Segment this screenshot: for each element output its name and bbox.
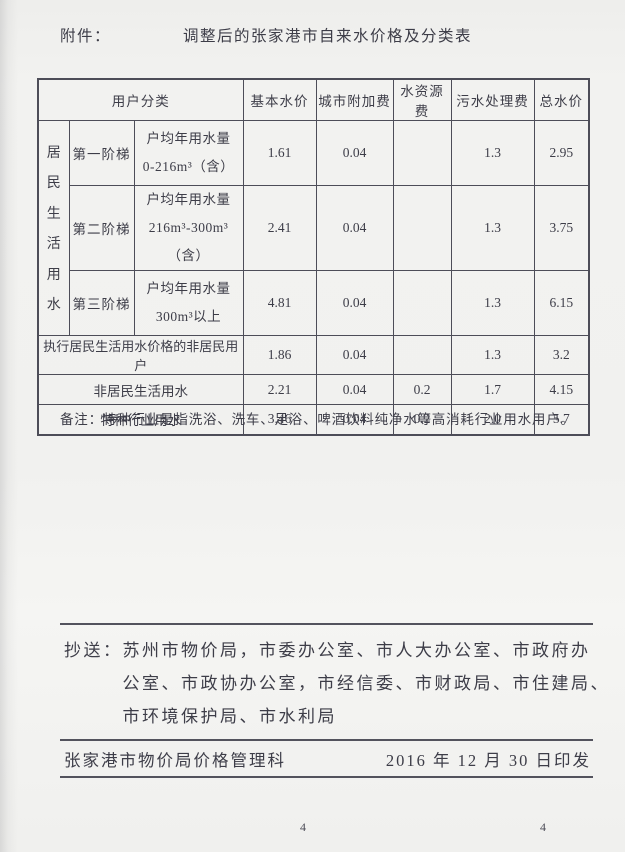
tier3-usage: 户均年用水量 300m³以上 [133,270,244,336]
row-sewage-fee: 1.7 [450,374,535,405]
cc-label: 抄送： [64,641,123,660]
issuer-row: 张家港市物价局价格管理科 2016 年 12 月 30 日印发 [60,741,593,776]
row-total: 3.2 [533,335,590,375]
table-row-tier1: 居 民 生 活 用 水 第一阶梯 户均年用水量 0-216m³（含） 1.61 … [37,120,590,336]
header-total-price: 总水价 [533,78,590,121]
tier3-resource-fee [392,270,452,336]
page-title: 调整后的张家港市自来水价格及分类表 [183,28,473,45]
row-resource-fee: 0.2 [392,374,452,405]
tier1-city-surcharge: 0.04 [315,120,394,186]
document-heading: 附件： 调整后的张家港市自来水价格及分类表 [60,24,472,46]
resident-group-cell: 居 民 生 活 用 水 [37,120,70,336]
table-row-nonresident: 非居民生活用水 2.21 0.04 0.2 1.7 4.15 [37,374,590,405]
header-city-surcharge: 城市附加费 [315,78,394,121]
attachment-label: 附件： [60,28,112,45]
header-resource-fee: 水资源费 [392,78,452,121]
row-basic: 3.46 [242,404,317,435]
cc-recipients: 苏州市物价局，市委办公室、市人大办公室、市政府办 公室、市政协办公室，市经信委、… [122,641,610,726]
issue-date: 2016 年 12 月 30 日印发 [385,750,591,770]
tier1-resource-fee [392,120,452,186]
colophon-block: 抄送： 苏州市物价局，市委办公室、市人大办公室、市政府办 公室、市政协办公室，市… [60,623,608,778]
cc-section: 抄送： 苏州市物价局，市委办公室、市人大办公室、市政府办 公室、市政协办公室，市… [60,625,608,739]
row-total: 5.7 [533,404,590,435]
tier1-sewage-fee: 1.3 [450,120,535,186]
header-user-category: 用户分类 [37,78,244,121]
row-sewage-fee: 1.3 [450,335,535,375]
page-number: 4 [540,820,546,834]
table-row-tier3: 第三阶梯 户均年用水量 300m³以上 4.81 0.04 1.3 6.15 [38,270,590,336]
tier1-label: 第一阶梯 [68,120,135,186]
table-row-nonresident-at-resident-price: 执行居民生活用水价格的非居民用户 1.86 0.04 1.3 3.2 [37,335,590,375]
tier2-city-surcharge: 0.04 [315,185,394,271]
tier3-label: 第三阶梯 [68,270,135,336]
row-total: 4.15 [533,374,590,405]
tier3-city-surcharge: 0.04 [315,270,394,336]
row-resource-fee [392,335,452,375]
tier2-total: 3.75 [533,185,590,271]
tier1-basic: 1.61 [242,120,317,186]
water-price-table: 用户分类 基本水价 城市附加费 水资源费 污水处理费 总水价 居 民 生 活 用… [37,78,591,436]
divider-middle [60,739,593,741]
resident-group-label: 居 民 生 活 用 水 [46,146,61,313]
tier3-sewage-fee: 1.3 [450,270,535,336]
tier3-basic: 4.81 [242,270,317,336]
row-label: 非居民生活用水 [37,374,244,405]
tier1-usage: 户均年用水量 0-216m³（含） [133,120,244,186]
tier2-usage: 户均年用水量 216m³-300m³（含） [133,185,244,271]
tier1-total: 2.95 [533,120,590,186]
tier2-resource-fee [392,185,452,271]
row-basic: 1.86 [242,335,317,375]
issuer-name: 张家港市物价局价格管理科 [64,750,286,770]
row-label: 特种行业用水 [37,404,244,435]
tier2-basic: 2.41 [242,185,317,271]
divider-top [60,623,593,625]
table-row-tier2: 第二阶梯 户均年用水量 216m³-300m³（含） 2.41 0.04 1.3… [38,185,590,271]
page-number: 4 [300,820,306,834]
tier2-sewage-fee: 1.3 [450,185,535,271]
row-basic: 2.21 [242,374,317,405]
row-city-surcharge: 0.04 [315,374,394,405]
row-resource-fee: 0.2 [392,404,452,435]
header-sewage-fee: 污水处理费 [450,78,535,121]
note-text: 备注：特种行业是指洗浴、洗车、足浴、啤酒饮料纯净水等高消耗行业用水用户。 [60,412,575,427]
header-basic-price: 基本水价 [242,78,317,121]
row-label: 执行居民生活用水价格的非居民用户 [37,335,244,375]
divider-bottom [60,776,593,778]
tier3-total: 6.15 [533,270,590,336]
tier2-label: 第二阶梯 [68,185,135,271]
table-row-special-industry: 特种行业用水 3.46 0.04 0.2 2.0 5.7 [37,404,590,435]
row-city-surcharge: 0.04 [315,335,394,375]
table-header-row: 用户分类 基本水价 城市附加费 水资源费 污水处理费 总水价 [37,78,590,121]
